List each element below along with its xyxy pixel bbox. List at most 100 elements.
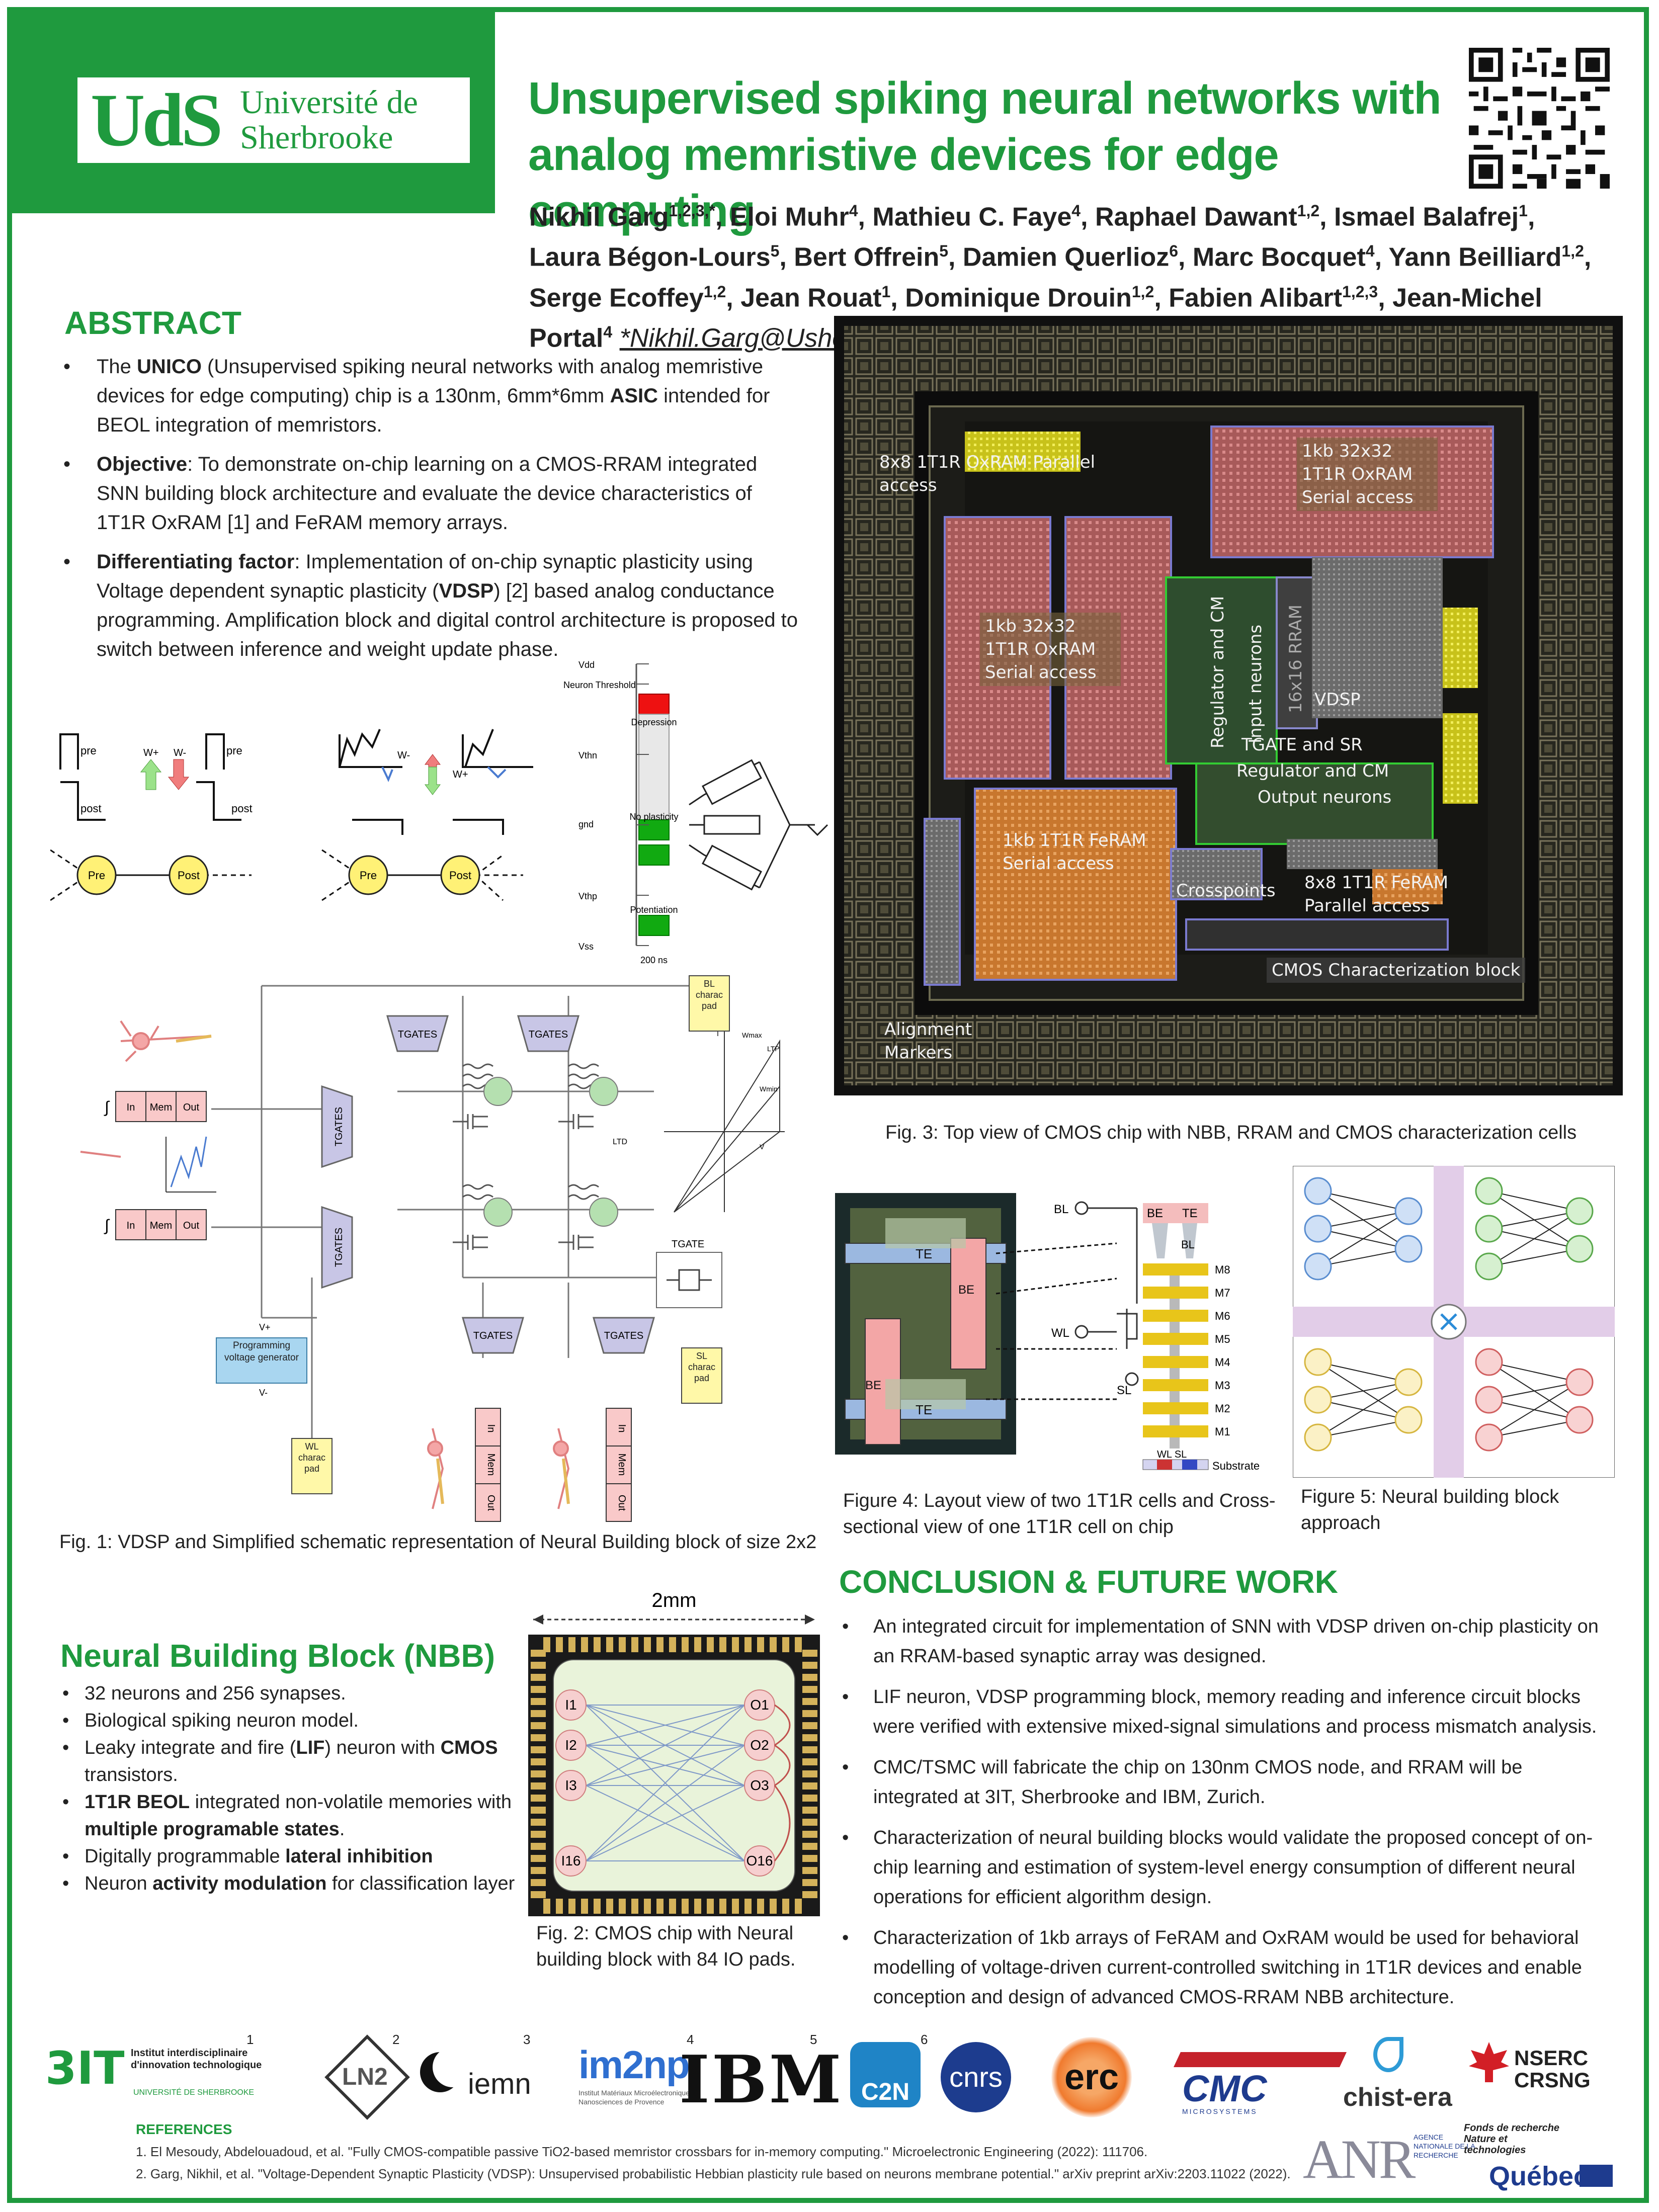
fig5-neuron (1304, 1386, 1332, 1414)
metal-layer (1143, 1333, 1208, 1345)
logo-c2n: C2N (850, 2042, 921, 2107)
nbb-item: Biological spiking neuron model. (62, 1707, 515, 1734)
reference-item: 1. El Mesoudy, Abdelouadoud, et al. "Ful… (136, 2144, 1148, 2159)
title-line2: analog memristive devices for edge compu… (528, 130, 1279, 236)
synapse-glyph-icons (483, 1077, 618, 1227)
nbb-item: Leaky integrate and fire (LIF) neuron wi… (62, 1734, 515, 1789)
post-label: post (231, 802, 253, 815)
author-affiliation: 5 (939, 242, 948, 261)
pre-label: pre (226, 744, 242, 757)
abstract-bold: ASIC (610, 385, 658, 407)
logo-name: Université de Sherbrooke (240, 85, 418, 155)
author-affiliation: 4 (849, 202, 858, 220)
quebec-flag-icon (1580, 2165, 1613, 2187)
author-name: Damien Querlioz (962, 242, 1170, 272)
conclusion-item: Characterization of neural building bloc… (839, 1823, 1609, 1912)
author-name: Serge Ecoffey (529, 283, 704, 312)
fig5-neuron (1475, 1348, 1503, 1376)
fig5-quadrants (1304, 1177, 1594, 1452)
logo-ibm: IBM (679, 2041, 844, 2118)
memristor-symbols (689, 759, 828, 891)
i-axis-label: I (717, 1030, 719, 1038)
author-affiliation: 4 (1365, 242, 1375, 261)
mem-label: Mem (150, 1220, 172, 1231)
in-label: In (127, 1220, 135, 1231)
lateral-inhibition-arc (774, 1785, 791, 1861)
bl-label: BL (1054, 1203, 1068, 1216)
abstract-item: The UNICO (Unsupervised spiking neural n… (60, 352, 805, 440)
wmin-label: Wmin (760, 1085, 778, 1093)
integral-icon: ∫ (104, 1216, 110, 1234)
ltp-label: LTP (767, 1045, 780, 1053)
bl-pad-label: BL charac pad (695, 979, 723, 1011)
abstract-bold: Differentiating factor (97, 551, 295, 573)
fig5-neuron (1475, 1215, 1503, 1243)
qr-code-icon[interactable] (1469, 48, 1610, 189)
iv-plot (664, 1031, 785, 1213)
metal-layer-label: M6 (1215, 1310, 1230, 1322)
substrate-label: Substrate (1212, 1460, 1260, 1472)
vminus-label: V- (259, 1388, 268, 1398)
out-label: Out (183, 1220, 200, 1231)
pre-post-graph-left (50, 849, 252, 901)
lateral-inhibition-arc (774, 1744, 791, 1786)
metal-layer (1143, 1356, 1208, 1368)
io-pads (531, 1637, 817, 1914)
tgates-label: TGATES (529, 1029, 568, 1040)
fig5-neuron (1304, 1177, 1332, 1205)
output-neuron-label: O1 (750, 1697, 769, 1713)
te-label: TE (916, 1246, 932, 1261)
fig1-schematic: pre post pre post W+ W- Pre Post W- W+ (50, 660, 828, 1522)
logo-frq: Fonds de recherche Nature et technologie… (1464, 2122, 1560, 2156)
logo-chistera: chist-era (1343, 2083, 1452, 2112)
logo-panel: UdS Université de Sherbrooke (7, 7, 495, 213)
affiliation-1: 1 (246, 2032, 254, 2047)
fig2-chip: 2mm I1 I2 I3 I16 O1 O2 O3 O16 (528, 1589, 820, 1916)
logo-name-line2: Sherbrooke (240, 119, 393, 156)
tgates-blocks (321, 1015, 655, 1354)
nbb-text: activity modulation (152, 1873, 327, 1894)
fig2-neurons: I1 I2 I3 I16 O1 O2 O3 O16 (555, 1689, 791, 1877)
pre-node-label: Pre (360, 869, 377, 882)
input-neuron-node (555, 1845, 587, 1877)
abstract-text: : To demonstrate on-chip learning on a C… (97, 453, 758, 534)
nbb-item: 32 neurons and 256 synapses. (62, 1680, 515, 1707)
nbb-item: Digitally programmable lateral inhibitio… (62, 1843, 515, 1870)
te-label: TE (916, 1402, 932, 1417)
logo-quebec: Québec (1489, 2161, 1589, 2191)
output-neuron-label: O3 (750, 1777, 769, 1793)
out-label: Out (485, 1495, 496, 1511)
conclusion-heading: CONCLUSION & FUTURE WORK (839, 1564, 1338, 1600)
logo-anr: ANR (1303, 2129, 1416, 2190)
author-name: Laura Bégon-Lours (529, 242, 771, 272)
synapse-cells (453, 1063, 599, 1250)
label-cmos-char: CMOS Characterization block (1267, 958, 1526, 983)
fig5-neuron (1475, 1423, 1503, 1452)
author-affiliation: 1,2 (703, 282, 726, 301)
logo-nserc: NSERC (1514, 2046, 1589, 2070)
conclusion-list: An integrated circuit for implementation… (839, 1612, 1609, 2023)
label-crosspoints: Crosspoints (1176, 881, 1276, 901)
fig5-neuron (1565, 1368, 1594, 1396)
gnd-label: gnd (578, 819, 594, 829)
chip-layout-art (834, 316, 1623, 1095)
logo-cmc: CMC (1182, 2068, 1267, 2109)
logo-3it-text: Institut interdisciplinaire d'innovation… (131, 2048, 262, 2071)
pre-post-graph-right (321, 849, 523, 901)
tgate-label: TGATE (672, 1239, 704, 1250)
abstract-list: The UNICO (Unsupervised spiking neural n… (60, 352, 805, 674)
fig5-neuron (1304, 1423, 1332, 1452)
in-label: In (616, 1424, 627, 1433)
fig5-neuron (1394, 1235, 1423, 1263)
post-node-label: Post (178, 869, 200, 882)
abstract-text: intended for BEOL integration of memrist… (97, 385, 770, 436)
label-vdsp: VDSP (1314, 690, 1361, 710)
ltd-label: LTD (613, 1138, 627, 1146)
input-neuron-node (555, 1730, 587, 1761)
sl-label: SL (1117, 1384, 1131, 1397)
nbb-text: Biological spiking neuron model. (85, 1710, 359, 1731)
vplus-label: V+ (259, 1322, 271, 1332)
nbb-item: 1T1R BEOL integrated non-volatile memori… (62, 1789, 515, 1843)
fig5-neuron (1565, 1406, 1594, 1434)
abstract-item: Differentiating factor: Implementation o… (60, 547, 805, 664)
